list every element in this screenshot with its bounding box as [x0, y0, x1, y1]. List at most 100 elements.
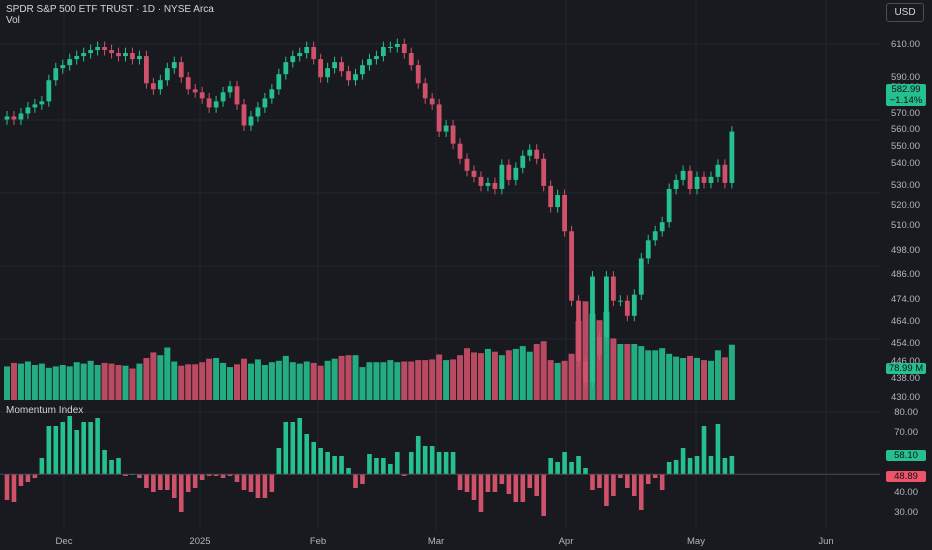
- momentum-bar: [611, 474, 616, 496]
- price-tick-label: 464.00: [891, 316, 920, 327]
- volume-bar: [568, 353, 575, 400]
- price-candle: [722, 164, 728, 183]
- price-candle: [144, 56, 149, 84]
- volume-bar: [519, 346, 526, 400]
- price-candle: [213, 101, 219, 108]
- volume-bar: [484, 348, 491, 400]
- volume-bar: [701, 360, 707, 400]
- price-candle: [332, 62, 337, 69]
- momentum-bar: [255, 474, 261, 498]
- volume-bar: [617, 344, 624, 400]
- price-candle: [67, 59, 73, 66]
- momentum-bar: [708, 456, 714, 475]
- momentum-bar: [248, 474, 254, 492]
- price-candle: [360, 65, 365, 75]
- volume-bar: [443, 360, 450, 400]
- price-candle: [541, 158, 547, 186]
- momentum-bar: [234, 474, 240, 482]
- price-candle: [520, 155, 526, 168]
- price-candle: [506, 164, 512, 180]
- momentum-bar: [506, 474, 512, 494]
- volume-bar: [429, 359, 436, 400]
- volume-bar: [115, 365, 122, 400]
- momentum-bar: [199, 474, 205, 480]
- volume-bar: [666, 353, 673, 400]
- price-candle: [387, 47, 393, 49]
- momentum-bar: [604, 474, 609, 506]
- momentum-bar: [632, 474, 637, 496]
- momentum-bar: [638, 474, 644, 510]
- momentum-bar: [492, 474, 498, 492]
- momentum-bar: [429, 446, 435, 475]
- volume-bar: [610, 338, 617, 400]
- volume-bar: [10, 362, 17, 400]
- volume-bar: [303, 361, 310, 400]
- momentum-bar: [457, 474, 463, 490]
- price-candle: [88, 50, 94, 54]
- volume-bar: [505, 350, 512, 400]
- price-candle: [562, 195, 567, 232]
- price-candle: [311, 47, 317, 60]
- momentum-bar: [11, 474, 17, 502]
- price-candle: [32, 104, 38, 108]
- price-candle: [422, 83, 428, 99]
- momentum-bar: [395, 452, 400, 475]
- volume-bar: [310, 362, 317, 400]
- axes: 610.00590.00580.00570.00560.00550.00540.…: [0, 39, 920, 547]
- volume-bar: [317, 365, 324, 400]
- volume-bar: [603, 311, 610, 400]
- price-tick-label: 530.00: [891, 180, 920, 191]
- volume-bar: [338, 355, 345, 400]
- momentum-bar: [25, 474, 31, 482]
- momentum-bar: [666, 462, 672, 475]
- price-candle: [102, 47, 107, 51]
- price-tick-label: 438.00: [891, 373, 920, 384]
- volume-bar: [220, 362, 227, 400]
- price-tick-label: 430.00: [891, 392, 920, 403]
- volume-bar: [373, 362, 380, 400]
- price-candle: [130, 53, 135, 60]
- price-candle: [199, 92, 205, 99]
- volume-bar: [240, 358, 247, 400]
- price-candle: [185, 77, 191, 90]
- volume-bar: [66, 366, 73, 400]
- time-tick-label: Mar: [428, 536, 444, 547]
- price-candle: [318, 59, 324, 78]
- price-tick-label: 486.00: [891, 269, 920, 280]
- momentum-bar: [443, 452, 449, 475]
- currency-button[interactable]: USD: [886, 3, 924, 22]
- price-candle: [255, 107, 261, 117]
- momentum-bar: [729, 456, 735, 475]
- volume-bar: [645, 350, 652, 400]
- volume-bar: [129, 368, 136, 400]
- volume-bar: [4, 366, 10, 400]
- volume-bar: [164, 347, 171, 400]
- volume-bar: [624, 344, 631, 400]
- momentum-bars: [4, 416, 735, 516]
- momentum-bar: [283, 422, 289, 475]
- volume-bar: [199, 362, 206, 400]
- price-candle: [569, 231, 574, 301]
- momentum-bar: [527, 474, 533, 488]
- momentum-bar: [109, 460, 114, 475]
- volume-bar: [324, 360, 331, 400]
- price-candle: [604, 276, 609, 337]
- price-candle: [631, 294, 637, 316]
- momentum-bar: [548, 458, 553, 475]
- momentum-bar: [185, 474, 191, 492]
- volume-bar: [178, 365, 185, 400]
- price-candle: [164, 68, 170, 81]
- momentum-bar: [339, 456, 344, 475]
- momentum-bar: [485, 474, 491, 492]
- momentum-bar: [520, 474, 526, 502]
- price-candle: [513, 167, 519, 180]
- volume-bar: [171, 361, 178, 400]
- momentum-bar: [158, 474, 163, 490]
- momentum-bar: [116, 458, 121, 475]
- volume-bar: [631, 344, 638, 400]
- momentum-bar: [576, 456, 581, 475]
- grid-lines: [0, 0, 880, 530]
- momentum-bar: [81, 422, 86, 475]
- volume-bar: [422, 360, 429, 400]
